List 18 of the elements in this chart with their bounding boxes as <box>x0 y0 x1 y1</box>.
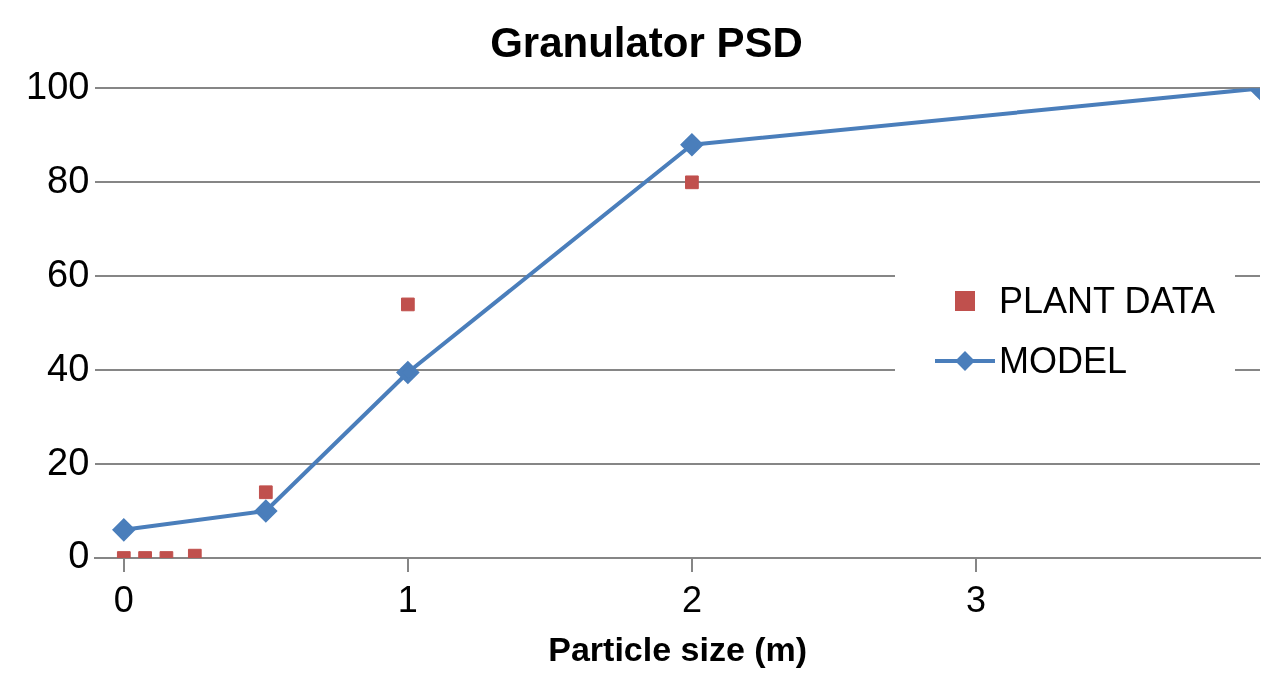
y-tick-label: 40 <box>47 346 90 389</box>
y-tick-label: 0 <box>68 534 90 577</box>
point <box>685 175 699 190</box>
point <box>396 361 419 384</box>
chart-title: Granulator PSD <box>490 18 803 66</box>
x-tick-label: 2 <box>681 578 702 620</box>
y-tick-label: 60 <box>47 252 90 295</box>
point <box>400 297 415 312</box>
legend-label: MODEL <box>999 340 1128 382</box>
x-tick-label: 0 <box>113 578 134 620</box>
y-tick-label: 80 <box>47 158 90 201</box>
legend-label: PLANT DATA <box>999 280 1216 322</box>
x-axis-title: Particle size (m) <box>548 629 808 668</box>
x-tick-label: 1 <box>397 578 418 620</box>
y-tick-label: 20 <box>47 440 90 483</box>
x-tick-label: 3 <box>965 578 986 620</box>
point <box>680 133 703 156</box>
y-tick-label: 100 <box>26 64 90 107</box>
